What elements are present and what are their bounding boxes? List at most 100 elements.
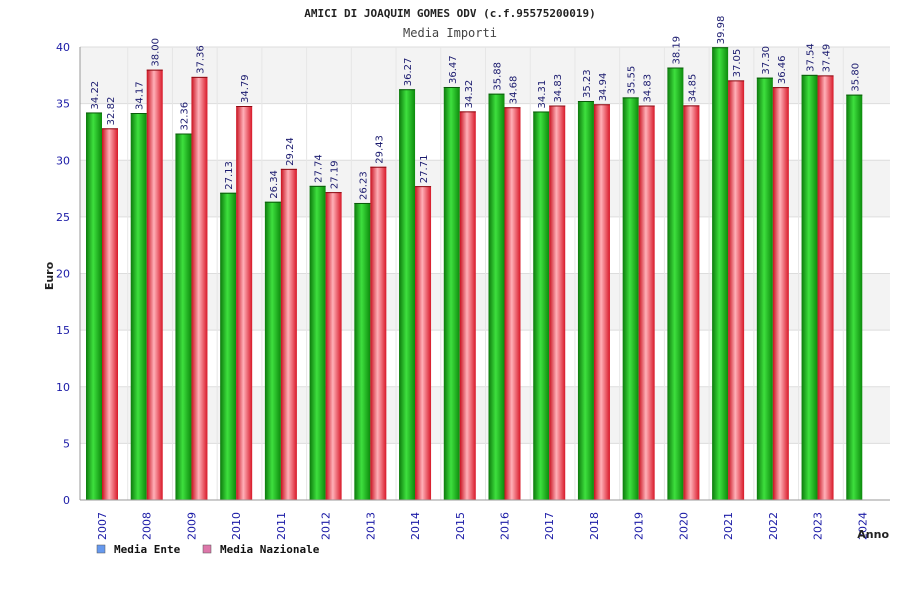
bar-media-ente-2012 (309, 185, 326, 501)
bar-media-nazionale-2018 (593, 104, 610, 500)
bar-media-ente-2008 (130, 113, 147, 500)
legend-swatch-media-nazionale (202, 544, 212, 554)
x-axis-ticks: 2007 2008 2009 2010 2011 2012 2013 2014 2015 2016… (96, 512, 869, 540)
x-tick-label: 2020 (677, 512, 690, 540)
data-label: 38.19 (671, 36, 682, 65)
bar-media-ente-2017 (533, 111, 550, 501)
data-label: 37.30 (761, 46, 772, 75)
x-tick-label: 2024 (856, 512, 869, 540)
bar-media-ente-2009 (175, 133, 192, 500)
bar-media-nazionale-2009 (191, 76, 208, 500)
data-label: 27.71 (419, 155, 430, 184)
bar-media-nazionale-2017 (549, 105, 566, 501)
legend-swatch-media-ente (96, 544, 106, 554)
bar-media-ente-2020 (667, 67, 684, 500)
x-tick-label: 2014 (409, 512, 422, 540)
bar-media-nazionale-2022 (772, 87, 789, 500)
bar-media-ente-2011 (264, 201, 281, 500)
data-label: 34.22 (90, 81, 101, 110)
value-labels: 34.22 32.82 34.17 38.00 32.36 37.36 27.13 34.79… (90, 16, 861, 200)
data-label: 34.17 (135, 81, 146, 110)
x-tick-label: 2007 (96, 512, 109, 540)
legend: Media Ente Media Nazionale (96, 543, 320, 556)
bar-media-nazionale-2019 (638, 105, 655, 501)
legend-label-media-nazionale: Media Nazionale (220, 543, 320, 556)
data-label: 37.49 (822, 44, 833, 73)
bars (86, 47, 863, 501)
data-label: 26.34 (269, 170, 280, 199)
data-label: 38.00 (151, 38, 162, 67)
bar-media-ente-2022 (756, 77, 773, 500)
bar-media-nazionale-2021 (728, 80, 745, 500)
y-tick-label: 30 (56, 154, 70, 167)
x-tick-label: 2021 (722, 512, 735, 540)
bar-media-nazionale-2007 (102, 128, 118, 500)
data-label: 34.83 (553, 74, 564, 103)
x-tick-label: 2017 (543, 512, 556, 540)
y-tick-label: 5 (63, 437, 70, 450)
legend-label-media-ente: Media Ente (114, 543, 181, 556)
bar-media-nazionale-2013 (370, 166, 387, 500)
data-label: 29.24 (285, 137, 296, 166)
bar-media-nazionale-2010 (236, 106, 253, 501)
x-axis-label: Anno (857, 528, 889, 541)
bar-media-nazionale-2020 (683, 105, 700, 500)
bar-media-ente-2013 (354, 202, 371, 500)
y-tick-label: 15 (56, 324, 70, 337)
bar-media-ente-2024 (846, 94, 863, 500)
x-tick-label: 2012 (320, 512, 333, 540)
data-label: 37.54 (806, 43, 817, 72)
data-label: 35.80 (850, 63, 861, 92)
y-tick-label: 35 (56, 98, 70, 111)
bar-media-ente-2014 (399, 89, 416, 500)
bar-media-nazionale-2008 (146, 69, 163, 501)
data-label: 36.46 (777, 55, 788, 84)
data-label: 26.23 (358, 171, 369, 200)
data-label: 27.19 (330, 160, 341, 189)
bar-media-ente-2021 (712, 47, 729, 500)
x-tick-label: 2013 (364, 512, 377, 540)
bar-media-ente-2023 (801, 74, 818, 500)
x-tick-label: 2018 (588, 512, 601, 540)
x-tick-label: 2015 (454, 512, 467, 540)
bar-media-ente-2019 (622, 97, 639, 501)
bar-media-nazionale-2015 (459, 111, 476, 501)
data-label: 37.36 (195, 45, 206, 74)
data-label: 34.94 (598, 73, 609, 102)
bar-media-ente-2010 (220, 192, 237, 500)
data-label: 32.36 (179, 102, 190, 131)
x-tick-label: 2022 (767, 512, 780, 540)
data-label: 27.74 (314, 154, 325, 183)
bar-media-nazionale-2014 (415, 186, 432, 500)
bar-media-nazionale-2016 (504, 107, 521, 501)
x-tick-label: 2023 (812, 512, 825, 540)
x-tick-label: 2011 (275, 512, 288, 540)
data-label: 39.98 (716, 16, 727, 45)
y-tick-label: 10 (56, 381, 70, 394)
data-label: 35.23 (582, 69, 593, 98)
bar-media-nazionale-2012 (325, 192, 342, 501)
data-label: 32.82 (106, 97, 117, 126)
x-tick-label: 2010 (230, 512, 243, 540)
data-label: 29.43 (374, 135, 385, 164)
y-tick-label: 40 (56, 41, 70, 54)
data-label: 36.27 (403, 58, 414, 87)
data-label: 34.83 (643, 74, 654, 103)
data-label: 34.32 (464, 80, 475, 109)
y-tick-label: 0 (63, 494, 70, 507)
data-label: 34.68 (509, 76, 520, 105)
data-label: 34.85 (687, 74, 698, 103)
bar-media-ente-2015 (443, 86, 460, 501)
bar-media-ente-2016 (488, 93, 505, 500)
data-label: 27.13 (224, 161, 235, 190)
bar-media-nazionale-2011 (280, 168, 297, 500)
y-axis-label: Euro (43, 261, 56, 290)
y-tick-label: 20 (56, 268, 70, 281)
bar-media-nazionale-2023 (817, 75, 834, 500)
chart-title: AMICI DI JOAQUIM GOMES ODV (c.f.95575200… (304, 7, 595, 20)
data-label: 37.05 (732, 49, 743, 78)
x-tick-label: 2009 (185, 512, 198, 540)
chart-subtitle: Media Importi (403, 26, 497, 40)
x-tick-label: 2008 (141, 512, 154, 540)
